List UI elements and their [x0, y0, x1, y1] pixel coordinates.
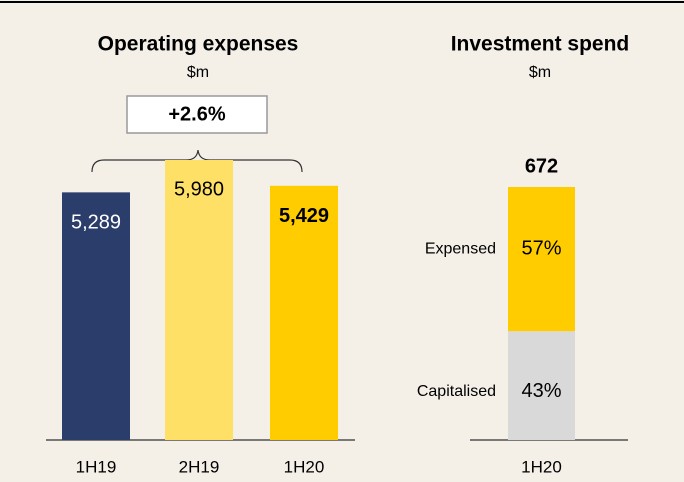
- bracket: [91, 149, 303, 173]
- value-label: 5,289: [71, 212, 121, 234]
- bar: [62, 192, 130, 440]
- chart-title: Investment spend: [451, 33, 630, 56]
- x-tick-label: 2H19: [179, 457, 220, 476]
- chart-subtitle: $m: [187, 64, 209, 81]
- bar: [270, 185, 338, 440]
- bar: [165, 160, 233, 440]
- value-label: 57%: [521, 237, 561, 259]
- value-label: 5,429: [279, 205, 329, 227]
- series-label: Capitalised: [417, 383, 496, 400]
- chart-subtitle: $m: [529, 64, 551, 81]
- x-tick-label: 1H20: [521, 457, 562, 476]
- annotation: +2.6%: [168, 103, 225, 125]
- series-label: Expensed: [425, 240, 496, 257]
- x-tick-label: 1H20: [284, 457, 325, 476]
- chart-title: Operating expenses: [98, 33, 299, 56]
- bar-segment: [508, 187, 575, 332]
- x-tick-label: 1H19: [76, 457, 117, 476]
- total-label: 672: [525, 155, 558, 177]
- annotation-box: [126, 95, 268, 134]
- bar-segment: [508, 331, 575, 440]
- value-label: 43%: [521, 380, 561, 402]
- value-label: 5,980: [174, 178, 224, 200]
